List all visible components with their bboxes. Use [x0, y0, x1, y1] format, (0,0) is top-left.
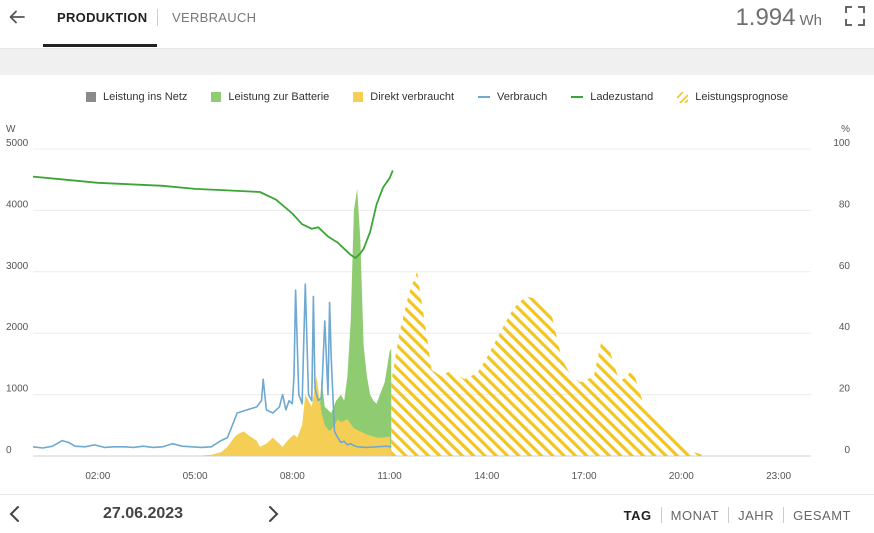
tab-produktion[interactable]: PRODUKTION — [57, 10, 148, 25]
y-axis-unit-left: W — [6, 124, 16, 135]
y-tick-label-left: 3000 — [6, 261, 29, 272]
legend-item-verbrauch[interactable]: Verbrauch — [478, 91, 547, 103]
series-leistungsprognose — [391, 271, 706, 456]
x-tick-label: 14:00 — [474, 471, 499, 482]
series-direkt-verbraucht — [195, 376, 392, 456]
x-tick-label: 11:00 — [377, 471, 402, 482]
y-tick-label-left: 2000 — [6, 322, 29, 333]
y-tick-label-right: 80 — [839, 199, 851, 210]
period-divider — [728, 507, 730, 523]
fullscreen-icon — [845, 6, 865, 26]
series-verbrauch — [32, 283, 392, 449]
legend-item-batterie[interactable]: Leistung zur Batterie — [211, 91, 329, 103]
chevron-right-icon — [269, 506, 279, 522]
period-tab-jahr[interactable]: JAHR — [738, 507, 775, 523]
legend-label: Ladezustand — [590, 91, 654, 103]
next-day-button[interactable] — [262, 503, 284, 525]
y-tick-label-right: 40 — [839, 322, 851, 333]
x-tick-label: 02:00 — [85, 471, 110, 482]
legend-item-netz[interactable]: Leistung ins Netz — [86, 91, 187, 103]
total-energy-value: 1.994 — [735, 4, 796, 31]
y-tick-label-left: 5000 — [6, 138, 29, 149]
period-divider — [783, 507, 785, 523]
x-tick-label: 23:00 — [766, 471, 791, 482]
period-selector: TAG MONAT JAHR GESAMT — [615, 507, 860, 523]
total-energy-unit: Wh — [799, 12, 823, 29]
y-axis-unit-right: % — [841, 124, 850, 135]
production-chart: 0 1000 2000 3000 4000 5000 0 20 40 60 80 100 W % 02:00… — [6, 124, 851, 482]
legend-item-prognose[interactable]: Leistungsprognose — [677, 91, 788, 103]
chart-legend: Leistung ins Netz Leistung zur Batterie … — [86, 91, 788, 103]
series-leistung-zur-batterie — [318, 188, 392, 456]
legend-swatch-verbrauch — [478, 96, 491, 98]
y-tick-label-right: 100 — [833, 138, 850, 149]
x-tick-label: 20:00 — [669, 471, 694, 482]
tab-verbrauch[interactable]: VERBRAUCH — [172, 10, 257, 25]
legend-item-ladezustand[interactable]: Ladezustand — [571, 91, 653, 103]
legend-swatch-ladezustand — [571, 96, 584, 98]
legend-swatch-batterie — [211, 92, 222, 102]
legend-swatch-direkt — [353, 92, 364, 102]
previous-day-button[interactable] — [4, 503, 26, 525]
chevron-left-icon — [9, 506, 19, 522]
y-tick-label-right: 0 — [844, 445, 850, 456]
legend-swatch-prognose — [677, 91, 689, 103]
fullscreen-button[interactable] — [844, 5, 866, 27]
legend-label: Leistungsprognose — [695, 91, 789, 103]
arrow-left-icon — [9, 10, 25, 24]
series-ladezustand — [32, 170, 394, 259]
y-tick-label-right: 20 — [839, 384, 851, 395]
period-tab-monat[interactable]: MONAT — [670, 507, 720, 523]
legend-label: Verbrauch — [497, 91, 548, 103]
back-button[interactable] — [4, 4, 30, 30]
total-energy: 1.994 Wh — [735, 4, 822, 32]
active-tab-indicator — [43, 44, 157, 47]
tab-divider — [157, 9, 158, 26]
period-tab-tag[interactable]: TAG — [623, 507, 652, 523]
bottom-bar: 27.06.2023 TAG MONAT JAHR GESAMT — [0, 494, 874, 533]
x-tick-label: 08:00 — [280, 471, 305, 482]
y-tick-label-left: 1000 — [6, 384, 29, 395]
period-tab-gesamt[interactable]: GESAMT — [793, 507, 851, 523]
x-tick-label: 05:00 — [183, 471, 208, 482]
legend-label: Leistung ins Netz — [103, 91, 188, 103]
top-bar: PRODUKTION VERBRAUCH 1.994 Wh — [0, 0, 874, 49]
x-tick-label: 17:00 — [572, 471, 597, 482]
legend-label: Direkt verbraucht — [370, 91, 455, 103]
y-tick-label-left: 4000 — [6, 199, 29, 210]
legend-item-direkt[interactable]: Direkt verbraucht — [353, 91, 454, 103]
header-separator-band — [0, 49, 874, 75]
legend-swatch-netz — [86, 92, 96, 102]
y-tick-label-left: 0 — [6, 445, 12, 456]
current-date[interactable]: 27.06.2023 — [103, 505, 184, 522]
period-divider — [660, 507, 662, 523]
y-tick-label-right: 60 — [839, 261, 851, 272]
legend-label: Leistung zur Batterie — [228, 91, 330, 103]
